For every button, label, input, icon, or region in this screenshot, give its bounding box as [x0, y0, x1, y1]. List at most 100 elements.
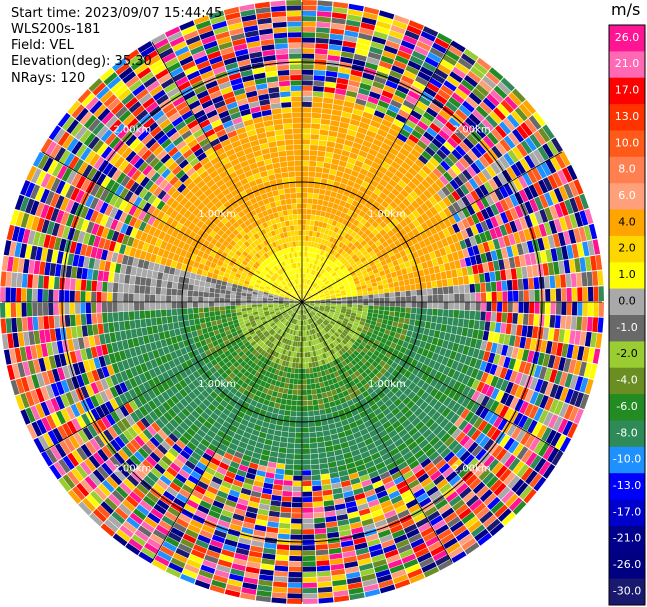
gate: [200, 339, 207, 347]
gate: [485, 251, 493, 262]
gate: [429, 490, 442, 501]
gate: [256, 470, 266, 477]
gate: [293, 313, 297, 319]
gate: [499, 224, 508, 237]
gate: [421, 179, 431, 189]
gate: [296, 303, 301, 308]
gate: [263, 351, 269, 358]
gate: [248, 439, 257, 447]
gate: [116, 420, 127, 433]
gate: [240, 592, 256, 601]
gate: [75, 464, 88, 479]
gate: [377, 65, 391, 75]
gate: [336, 279, 342, 284]
gate: [436, 164, 447, 175]
gate: [375, 425, 385, 434]
gate: [414, 257, 421, 265]
gate: [323, 195, 330, 202]
gate: [407, 413, 417, 423]
gate: [314, 306, 320, 309]
gate: [302, 203, 307, 209]
gate: [434, 37, 450, 49]
gate: [329, 243, 335, 249]
gate: [360, 357, 368, 364]
gate: [283, 313, 289, 318]
gate: [111, 489, 125, 503]
gate: [497, 508, 512, 522]
gate: [55, 395, 65, 410]
gate: [327, 344, 333, 350]
gate: [308, 362, 313, 368]
gate: [528, 277, 534, 290]
gate: [573, 228, 582, 243]
gate: [542, 177, 553, 192]
gate: [447, 516, 461, 528]
ray: [303, 303, 537, 504]
ray: [302, 1, 349, 300]
gate: [252, 325, 259, 330]
gate: [345, 263, 352, 269]
gate: [323, 435, 332, 442]
gate: [425, 375, 434, 385]
gate: [392, 420, 401, 429]
gate: [477, 330, 484, 340]
gate: [141, 327, 148, 336]
gate: [181, 484, 194, 494]
gate: [302, 48, 315, 54]
gate: [277, 335, 283, 341]
gate: [193, 466, 205, 476]
gate: [195, 324, 202, 331]
gate: [312, 328, 316, 334]
gate: [322, 375, 328, 382]
gate: [509, 194, 519, 207]
gate: [127, 357, 135, 368]
gate: [302, 101, 312, 107]
gate: [247, 556, 262, 564]
gate: [369, 205, 378, 213]
gate: [178, 469, 190, 479]
gate: [422, 26, 439, 37]
gate: [392, 276, 399, 283]
gate: [499, 367, 508, 379]
gate: [123, 391, 133, 403]
gate: [557, 418, 569, 434]
gate: [82, 360, 91, 373]
gate: [304, 302, 310, 305]
gate: [321, 484, 332, 491]
gate: [311, 389, 317, 395]
gate: [188, 373, 196, 382]
gate: [205, 321, 212, 328]
gate: [248, 346, 255, 353]
gate: [357, 307, 363, 312]
gate: [291, 362, 296, 368]
gate: [300, 304, 302, 310]
gate: [133, 451, 145, 463]
ray: [304, 302, 603, 349]
gate: [427, 510, 441, 522]
gate: [370, 278, 377, 284]
gate: [368, 470, 380, 479]
gate: [448, 309, 454, 318]
gate: [244, 477, 255, 485]
gate: [337, 262, 344, 268]
gate: [266, 466, 276, 474]
gate: [294, 302, 300, 304]
gate: [447, 215, 457, 225]
gate: [333, 416, 341, 423]
gate: [415, 314, 422, 321]
gate: [356, 313, 362, 318]
gate: [316, 204, 323, 211]
gate: [266, 359, 272, 366]
gate: [388, 490, 401, 500]
gate: [304, 314, 307, 320]
gate: [59, 440, 71, 455]
gate: [299, 347, 302, 353]
gate: [263, 444, 272, 451]
gate: [391, 142, 402, 152]
gate: [113, 321, 120, 332]
gate: [445, 325, 453, 334]
gate: [347, 322, 353, 328]
gate: [303, 303, 308, 307]
gate: [341, 402, 349, 409]
